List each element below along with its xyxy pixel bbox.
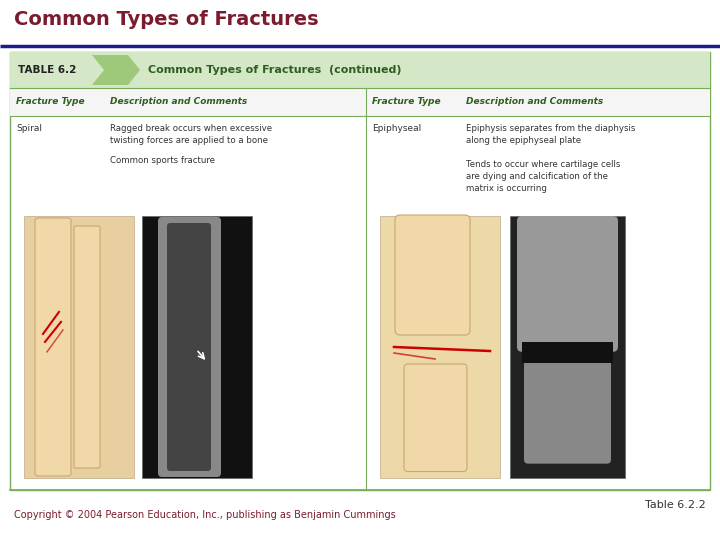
Text: Epiphysis separates from the diaphysis
along the epiphyseal plate: Epiphysis separates from the diaphysis a…: [466, 124, 635, 145]
Bar: [522, 342, 613, 363]
Text: Fracture Type: Fracture Type: [16, 98, 85, 106]
Text: Ragged break occurs when excessive
twisting forces are applied to a bone: Ragged break occurs when excessive twist…: [110, 124, 272, 145]
Text: Common sports fracture: Common sports fracture: [110, 156, 215, 165]
Polygon shape: [92, 55, 140, 85]
Text: Epiphyseal: Epiphyseal: [372, 124, 421, 133]
Text: Spiral: Spiral: [16, 124, 42, 133]
FancyBboxPatch shape: [395, 215, 470, 335]
Text: Description and Comments: Description and Comments: [110, 98, 247, 106]
FancyBboxPatch shape: [167, 223, 211, 471]
Text: Description and Comments: Description and Comments: [466, 98, 603, 106]
Bar: [10, 52, 710, 490]
Text: Fracture Type: Fracture Type: [372, 98, 441, 106]
Bar: [10, 52, 710, 88]
FancyBboxPatch shape: [404, 364, 467, 471]
Bar: [380, 216, 500, 478]
Bar: [24, 216, 134, 478]
Bar: [510, 216, 625, 478]
FancyBboxPatch shape: [35, 218, 71, 476]
Text: Copyright © 2004 Pearson Education, Inc., publishing as Benjamin Cummings: Copyright © 2004 Pearson Education, Inc.…: [14, 510, 396, 520]
Text: Table 6.2.2: Table 6.2.2: [645, 500, 706, 510]
FancyBboxPatch shape: [74, 226, 100, 468]
FancyBboxPatch shape: [524, 356, 611, 464]
FancyBboxPatch shape: [517, 216, 618, 352]
Bar: [10, 88, 710, 116]
Text: Common Types of Fractures: Common Types of Fractures: [14, 10, 319, 29]
Text: Tends to occur where cartilage cells
are dying and calcification of the
matrix i: Tends to occur where cartilage cells are…: [466, 160, 621, 193]
Text: TABLE 6.2: TABLE 6.2: [18, 65, 76, 75]
Bar: [142, 216, 252, 478]
FancyBboxPatch shape: [158, 217, 221, 477]
Text: Common Types of Fractures  (continued): Common Types of Fractures (continued): [148, 65, 402, 75]
